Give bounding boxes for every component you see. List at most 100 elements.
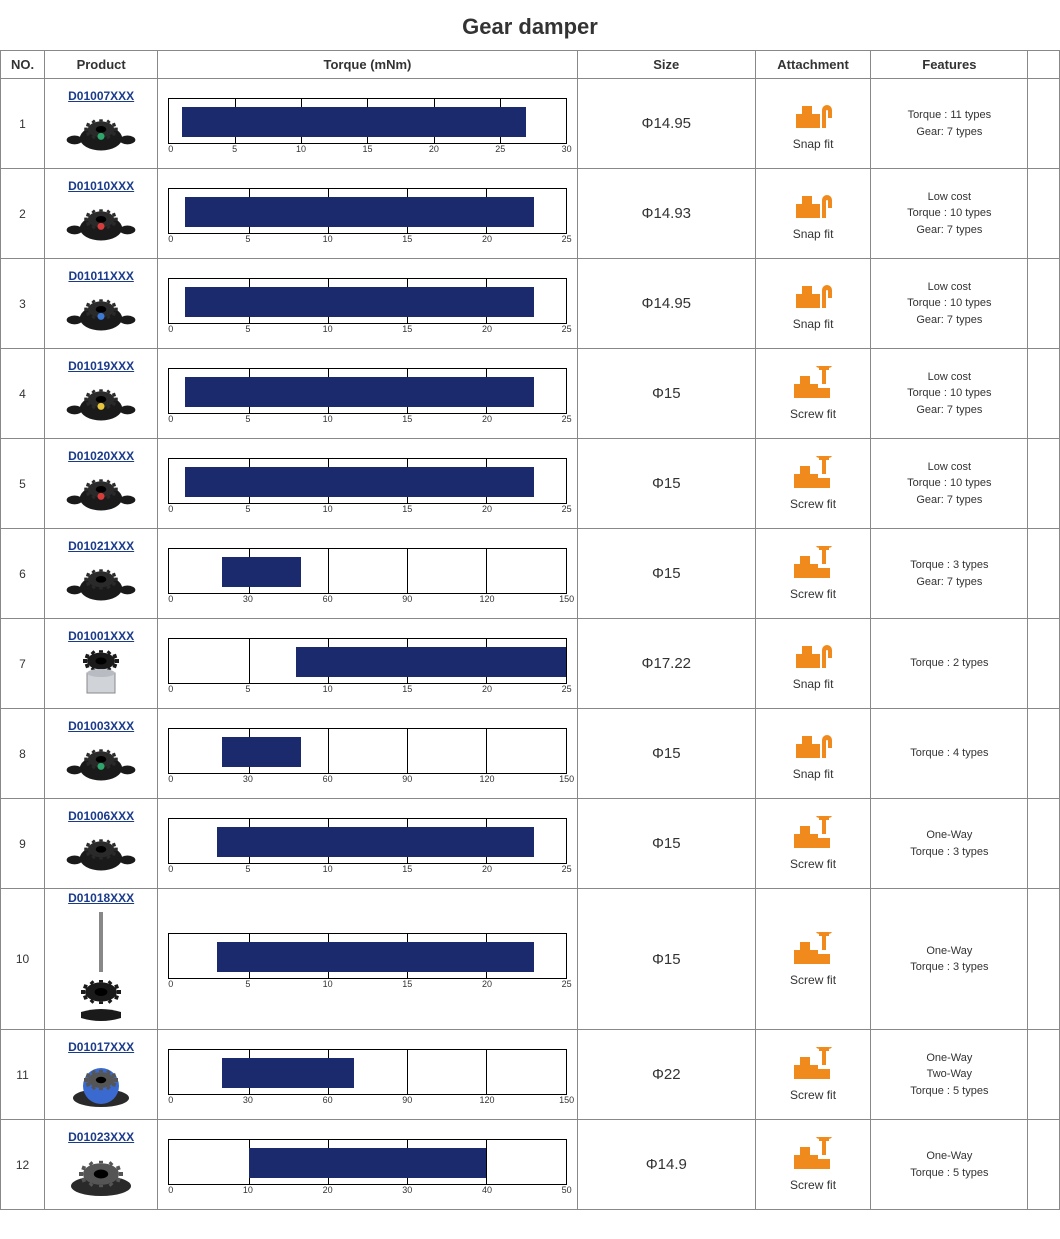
- feature-line: Gear: 7 types: [873, 492, 1025, 509]
- part-number-link[interactable]: D01020XXX: [45, 447, 157, 463]
- torque-chart: [168, 1049, 566, 1095]
- axis-tick: 15: [362, 144, 372, 154]
- axis-tick: 50: [562, 1185, 572, 1195]
- feature-line: Torque : 2 types: [873, 655, 1025, 672]
- attachment-label: Screw fit: [756, 587, 870, 601]
- axis-tick: 120: [479, 594, 494, 604]
- torque-chart: [168, 98, 566, 144]
- product-cell: D01001XXX: [45, 619, 158, 709]
- torque-chart: [168, 818, 566, 864]
- axis-tick: 120: [479, 774, 494, 784]
- row-number: 3: [1, 259, 45, 349]
- snap-fit-icon: [756, 96, 870, 133]
- blank-cell: [1028, 79, 1060, 169]
- axis-tick: 30: [562, 144, 572, 154]
- part-number-link[interactable]: D01011XXX: [45, 267, 157, 283]
- torque-chart-cell: 051015202530: [158, 79, 577, 169]
- axis-tick: 0: [168, 234, 173, 244]
- size-value: Φ15: [577, 529, 755, 619]
- table-row: 12D01023XXX 01020304050Φ14.9 Screw fitOn…: [1, 1120, 1060, 1210]
- part-number-link[interactable]: D01019XXX: [45, 357, 157, 373]
- axis-tick: 10: [323, 234, 333, 244]
- col-features: Features: [871, 51, 1028, 79]
- part-number-link[interactable]: D01023XXX: [45, 1128, 157, 1144]
- snap-fit-icon: [756, 276, 870, 313]
- attachment-cell: Screw fit: [755, 1030, 870, 1120]
- part-number-link[interactable]: D01010XXX: [45, 177, 157, 193]
- chart-axis: 01020304050: [168, 1185, 566, 1199]
- part-number-link[interactable]: D01017XXX: [45, 1038, 157, 1054]
- screw-fit-icon: [756, 546, 870, 583]
- chart-axis: 0510152025: [168, 864, 566, 878]
- features-cell: One-WayTorque : 3 types: [871, 799, 1028, 889]
- part-number-link[interactable]: D01018XXX: [45, 889, 157, 905]
- product-cell: D01018XXX: [45, 889, 158, 1030]
- product-cell: D01021XXX: [45, 529, 158, 619]
- axis-tick: 25: [562, 234, 572, 244]
- feature-line: Torque : 3 types: [873, 557, 1025, 574]
- feature-line: Two-Way: [873, 1066, 1025, 1083]
- axis-tick: 40: [482, 1185, 492, 1195]
- axis-tick: 10: [323, 324, 333, 334]
- row-number: 8: [1, 709, 45, 799]
- axis-tick: 20: [429, 144, 439, 154]
- axis-tick: 90: [402, 1095, 412, 1105]
- axis-tick: 15: [402, 414, 412, 424]
- torque-chart: [168, 278, 566, 324]
- row-number: 11: [1, 1030, 45, 1120]
- feature-line: One-Way: [873, 1050, 1025, 1067]
- axis-tick: 20: [482, 504, 492, 514]
- axis-tick: 0: [168, 324, 173, 334]
- chart-axis: 0510152025: [168, 234, 566, 248]
- attachment-label: Snap fit: [756, 317, 870, 331]
- feature-line: Gear: 7 types: [873, 222, 1025, 239]
- chart-axis: 0510152025: [168, 414, 566, 428]
- axis-tick: 30: [402, 1185, 412, 1195]
- feature-line: Torque : 10 types: [873, 475, 1025, 492]
- features-cell: Torque : 4 types: [871, 709, 1028, 799]
- part-number-link[interactable]: D01021XXX: [45, 537, 157, 553]
- chart-axis: 0306090120150: [168, 774, 566, 788]
- feature-line: Gear: 7 types: [873, 574, 1025, 591]
- features-cell: Low costTorque : 10 typesGear: 7 types: [871, 439, 1028, 529]
- torque-chart: [168, 548, 566, 594]
- features-cell: One-WayTwo-WayTorque : 5 types: [871, 1030, 1028, 1120]
- axis-tick: 10: [296, 144, 306, 154]
- torque-chart: [168, 368, 566, 414]
- blank-cell: [1028, 169, 1060, 259]
- table-row: 8D01003XXX 0306090120150Φ15 Snap fitTorq…: [1, 709, 1060, 799]
- axis-tick: 15: [402, 504, 412, 514]
- attachment-cell: Screw fit: [755, 349, 870, 439]
- table-row: 4D01019XXX 0510152025Φ15 Screw fitLow co…: [1, 349, 1060, 439]
- axis-tick: 10: [323, 414, 333, 424]
- axis-tick: 150: [559, 774, 574, 784]
- axis-tick: 0: [168, 774, 173, 784]
- axis-tick: 0: [168, 1185, 173, 1195]
- product-cell: D01003XXX: [45, 709, 158, 799]
- part-number-link[interactable]: D01001XXX: [45, 627, 157, 643]
- torque-chart: [168, 1139, 566, 1185]
- size-value: Φ15: [577, 349, 755, 439]
- axis-tick: 10: [243, 1185, 253, 1195]
- part-number-link[interactable]: D01006XXX: [45, 807, 157, 823]
- axis-tick: 25: [562, 864, 572, 874]
- axis-tick: 10: [323, 864, 333, 874]
- axis-tick: 15: [402, 864, 412, 874]
- feature-line: Torque : 10 types: [873, 205, 1025, 222]
- feature-line: Gear: 7 types: [873, 312, 1025, 329]
- size-value: Φ15: [577, 889, 755, 1030]
- part-number-link[interactable]: D01003XXX: [45, 717, 157, 733]
- axis-tick: 20: [482, 684, 492, 694]
- torque-chart: [168, 458, 566, 504]
- table-row: 10D01018XXX 0510152025Φ15 Screw fitOne-W…: [1, 889, 1060, 1030]
- part-number-link[interactable]: D01007XXX: [45, 87, 157, 103]
- axis-tick: 60: [323, 594, 333, 604]
- features-cell: One-WayTorque : 5 types: [871, 1120, 1028, 1210]
- axis-tick: 15: [402, 684, 412, 694]
- features-cell: Torque : 2 types: [871, 619, 1028, 709]
- feature-line: Torque : 3 types: [873, 959, 1025, 976]
- axis-tick: 150: [559, 1095, 574, 1105]
- feature-line: Low cost: [873, 369, 1025, 386]
- axis-tick: 20: [323, 1185, 333, 1195]
- snap-fit-icon: [756, 636, 870, 673]
